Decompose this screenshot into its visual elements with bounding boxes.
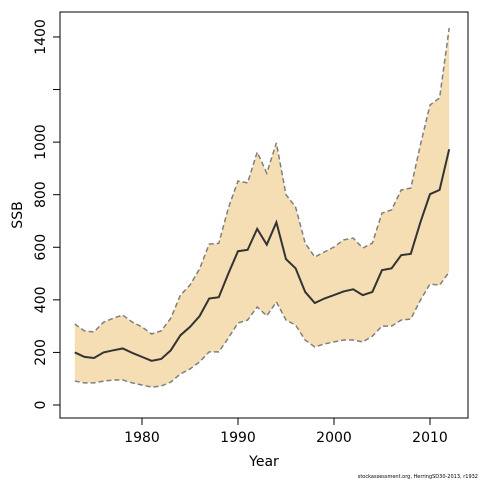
lower-bound [74,271,450,388]
x-tick-label: 1980 [124,430,160,446]
footnote: stockassessment.org, HerringSD30-2013, r… [358,474,478,480]
estimate-line [74,148,451,362]
confidence-band [74,28,450,388]
y-tick-label: 800 [33,181,49,208]
y-tick-label: 400 [33,286,49,313]
x-axis-label: Year [248,454,279,470]
x-tick-label: 2000 [316,430,352,446]
upper-bound [74,27,450,335]
plot-frame [59,11,469,419]
y-tick-label: 1000 [33,124,49,160]
y-tick-label: 600 [33,234,49,261]
x-tick-label: 2010 [412,430,448,446]
x-tick-label: 1990 [220,430,256,446]
y-tick-label: 1400 [33,19,49,55]
y-tick-label: 0 [33,401,49,410]
y-tick-label: 200 [33,339,49,366]
y-axis-label: SSB [10,201,26,228]
